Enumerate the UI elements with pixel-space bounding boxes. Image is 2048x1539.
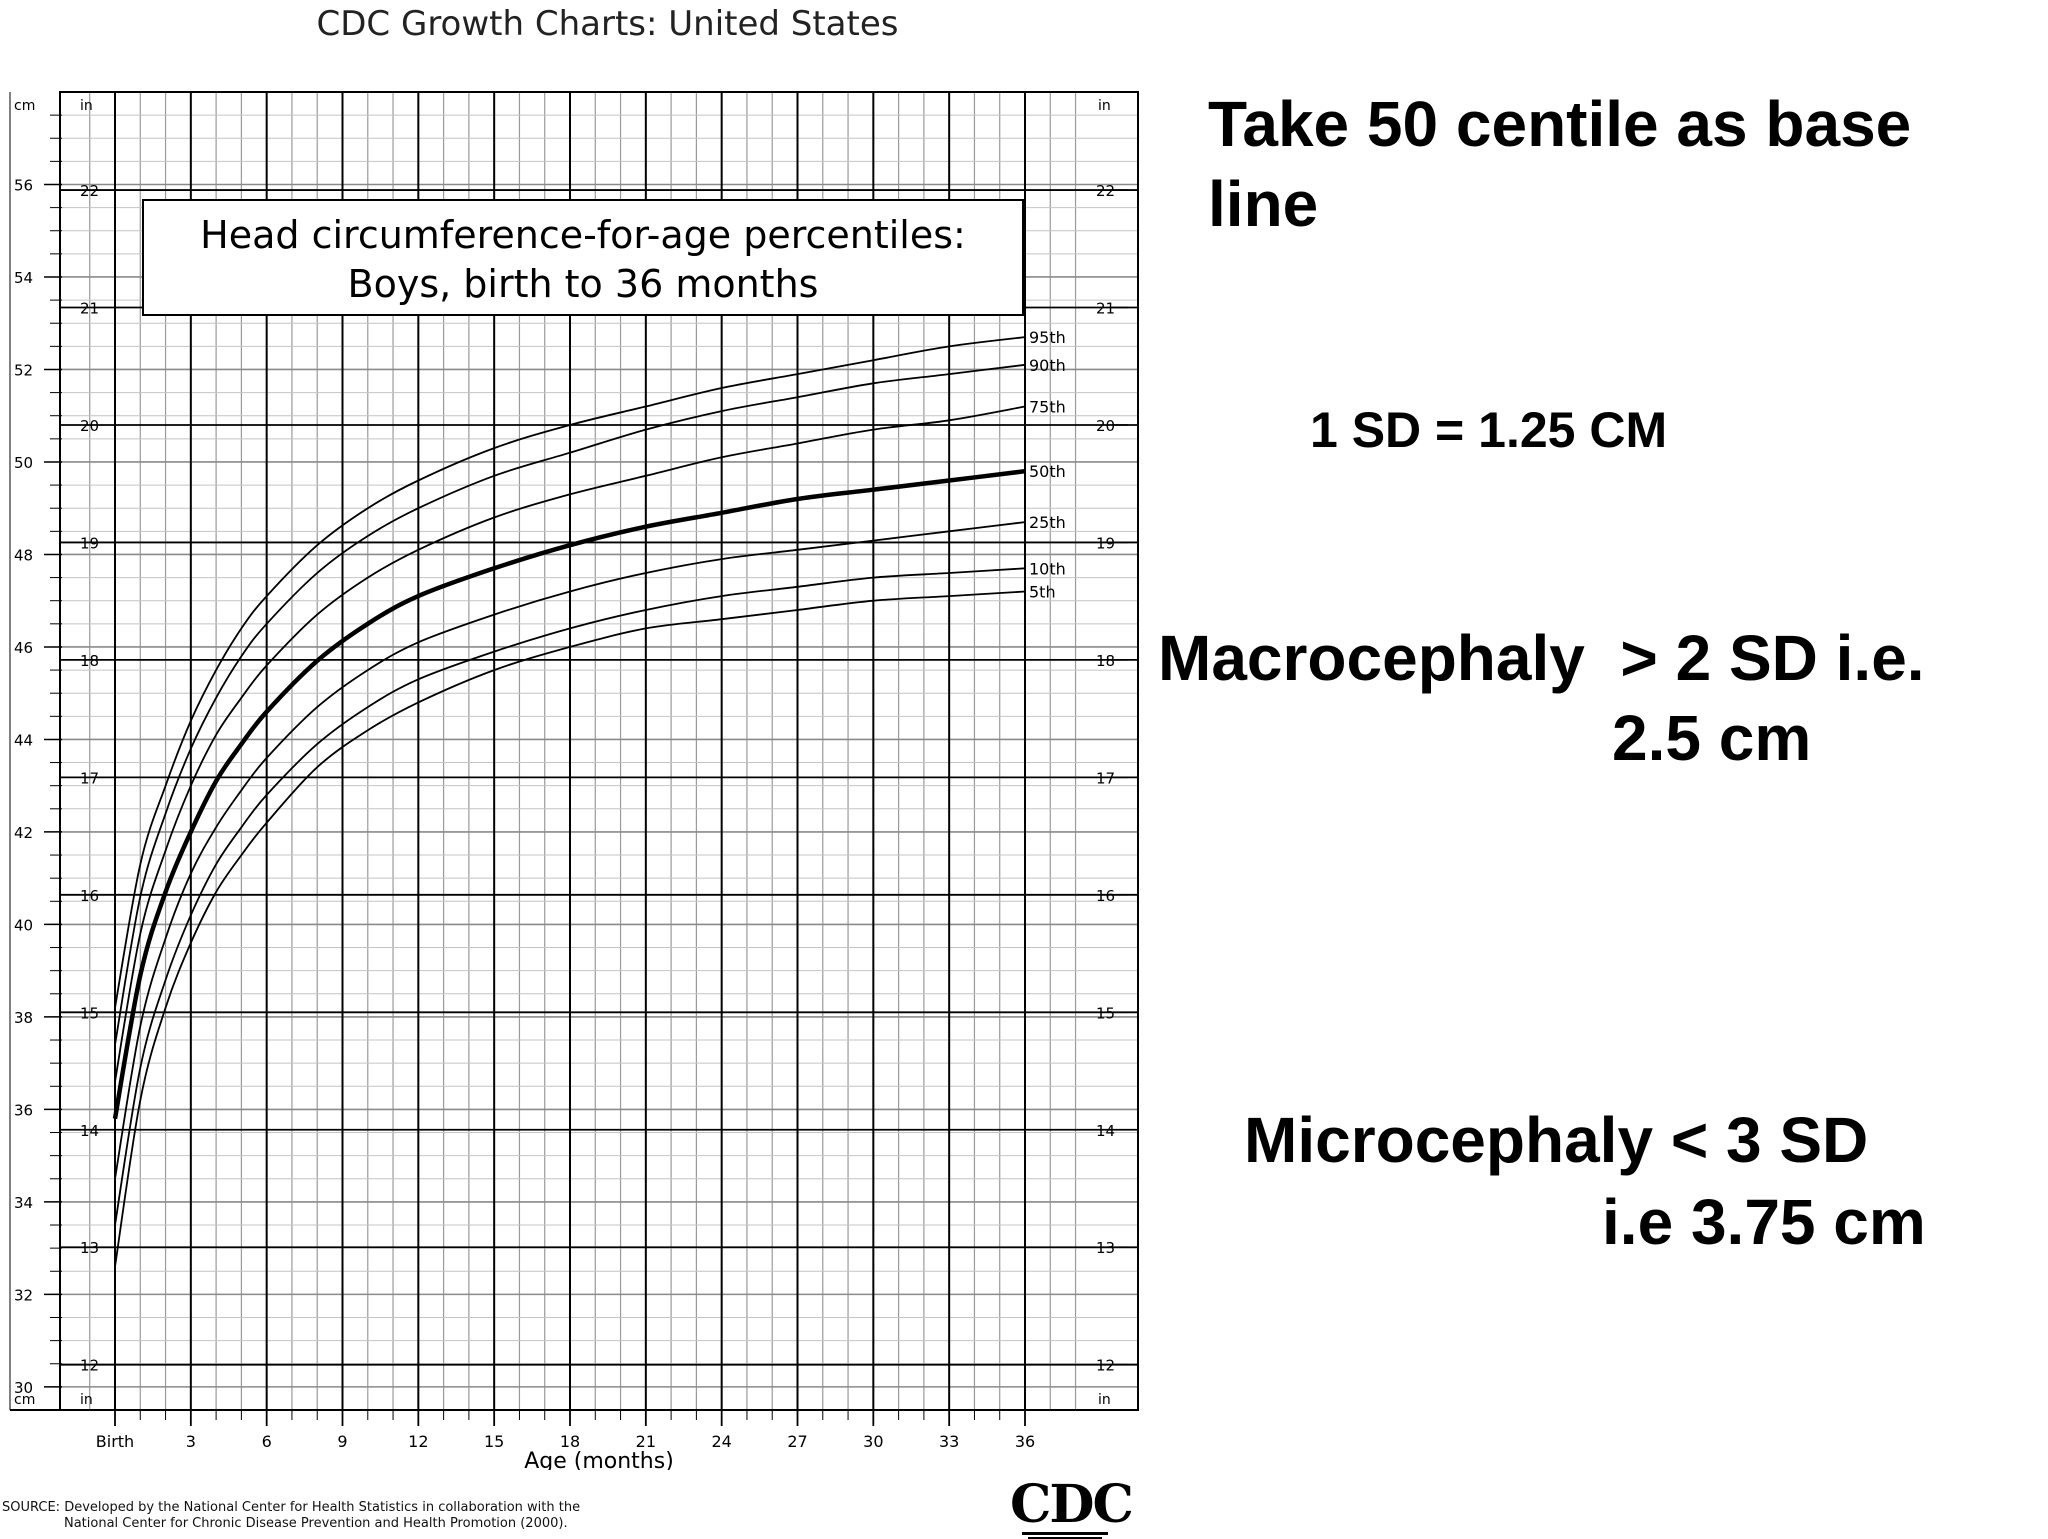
tick-label-x: 21 bbox=[636, 1432, 656, 1451]
tick-label-inch-left: 20 bbox=[80, 417, 99, 435]
tick-label-inch-right: 12 bbox=[1096, 1357, 1115, 1375]
note-microcephaly-value: i.e 3.75 cm bbox=[1602, 1186, 1926, 1258]
tick-label-inch-left: 17 bbox=[80, 769, 99, 787]
unit-label-in-top-left: in bbox=[80, 98, 93, 114]
tick-label-inch-left: 13 bbox=[80, 1239, 99, 1257]
tick-label-inch-left: 16 bbox=[80, 887, 99, 905]
tick-label-inch-right: 15 bbox=[1096, 1004, 1115, 1022]
tick-label-x: 27 bbox=[787, 1432, 807, 1451]
series-line-50th bbox=[112, 468, 1026, 1120]
series-line-5th bbox=[114, 590, 1026, 1267]
tick-label-cm: 44 bbox=[14, 731, 33, 749]
tick-label-inch-right: 17 bbox=[1096, 769, 1115, 787]
x-axis-label: Age (months) bbox=[524, 1449, 674, 1470]
tick-label-cm: 34 bbox=[14, 1194, 33, 1212]
tick-label-x: 9 bbox=[337, 1432, 347, 1451]
tick-label-x: 3 bbox=[186, 1432, 196, 1451]
tick-label-x: 18 bbox=[560, 1432, 580, 1451]
unit-label-in-bottom-left: in bbox=[80, 1392, 93, 1408]
tick-label-x: 33 bbox=[939, 1432, 959, 1451]
page-title: CDC Growth Charts: United States bbox=[316, 4, 899, 44]
tick-label-inch-right: 14 bbox=[1096, 1122, 1115, 1140]
tick-label-inch-left: 12 bbox=[80, 1357, 99, 1375]
tick-label-cm: 56 bbox=[14, 176, 33, 194]
note-macrocephaly-value: 2.5 cm bbox=[1612, 702, 1812, 774]
series-label-95th: 95th bbox=[1029, 328, 1066, 347]
unit-label-in-bottom-right: in bbox=[1098, 1392, 1111, 1408]
tick-label-cm: 42 bbox=[14, 824, 33, 842]
chart-subtitle: Boys, birth to 36 months bbox=[348, 262, 819, 306]
cdc-logo-text: CDC bbox=[1010, 1474, 1134, 1535]
source-footnote: SOURCE: Developed by the National Center… bbox=[2, 1500, 581, 1531]
series-line-25th bbox=[114, 521, 1026, 1179]
tick-label-x: Birth bbox=[96, 1432, 134, 1451]
tick-label-inch-left: 21 bbox=[80, 300, 99, 318]
tick-label-cm: 30 bbox=[14, 1379, 33, 1397]
note-baseline: Take 50 centile as base line bbox=[1208, 88, 1912, 240]
tick-label-inch-right: 22 bbox=[1096, 182, 1115, 200]
series-label-25th: 25th bbox=[1029, 513, 1066, 532]
series-line-10th bbox=[114, 567, 1026, 1226]
cdc-logo: CDC bbox=[1010, 1474, 1134, 1539]
tick-label-inch-right: 20 bbox=[1096, 417, 1115, 435]
note-macrocephaly: Macrocephaly > 2 SD i.e. bbox=[1158, 622, 1925, 694]
tick-label-x: 36 bbox=[1015, 1432, 1035, 1451]
tick-label-cm: 40 bbox=[14, 916, 33, 934]
tick-label-inch-right: 13 bbox=[1096, 1239, 1115, 1257]
tick-label-x: 30 bbox=[863, 1432, 883, 1451]
tick-label-cm: 36 bbox=[14, 1101, 33, 1119]
tick-label-inch-left: 19 bbox=[80, 534, 99, 552]
unit-label-in-top-right: in bbox=[1098, 98, 1111, 114]
tick-label-inch-right: 19 bbox=[1096, 534, 1115, 552]
tick-label-x: 24 bbox=[711, 1432, 731, 1451]
tick-label-inch-right: 21 bbox=[1096, 300, 1115, 318]
series-label-50th: 50th bbox=[1029, 462, 1066, 481]
tick-label-x: 15 bbox=[484, 1432, 504, 1451]
unit-label-cm-bottom: cm bbox=[14, 1392, 35, 1408]
note-standard-deviation: 1 SD = 1.25 CM bbox=[1310, 402, 1668, 458]
tick-label-inch-left: 22 bbox=[80, 182, 99, 200]
unit-label-cm-top: cm bbox=[14, 98, 35, 114]
tick-label-inch-left: 14 bbox=[80, 1122, 99, 1140]
tick-label-inch-left: 18 bbox=[80, 652, 99, 670]
series-label-75th: 75th bbox=[1029, 397, 1066, 416]
series-line-95th bbox=[114, 336, 1026, 1008]
series-label-90th: 90th bbox=[1029, 356, 1066, 375]
tick-label-cm: 32 bbox=[14, 1286, 33, 1304]
tick-label-cm: 52 bbox=[14, 361, 33, 379]
tick-label-cm: 38 bbox=[14, 1009, 33, 1027]
tick-label-cm: 46 bbox=[14, 639, 33, 657]
tick-label-x: 6 bbox=[262, 1432, 272, 1451]
tick-label-inch-right: 16 bbox=[1096, 887, 1115, 905]
series-label-10th: 10th bbox=[1029, 559, 1066, 578]
tick-label-cm: 48 bbox=[14, 546, 33, 564]
tick-label-cm: 54 bbox=[14, 269, 33, 287]
tick-label-x: 12 bbox=[408, 1432, 428, 1451]
note-microcephaly: Microcephaly < 3 SD bbox=[1244, 1104, 1869, 1176]
series-line-90th bbox=[114, 363, 1026, 1045]
series-line-75th bbox=[114, 405, 1026, 1082]
chart-title-box bbox=[142, 199, 1024, 316]
tick-label-cm: 50 bbox=[14, 454, 33, 472]
chart-title: Head circumference-for-age percentiles: bbox=[200, 213, 966, 257]
tick-label-inch-left: 15 bbox=[80, 1004, 99, 1022]
series-label-5th: 5th bbox=[1029, 582, 1056, 601]
tick-label-inch-right: 18 bbox=[1096, 652, 1115, 670]
